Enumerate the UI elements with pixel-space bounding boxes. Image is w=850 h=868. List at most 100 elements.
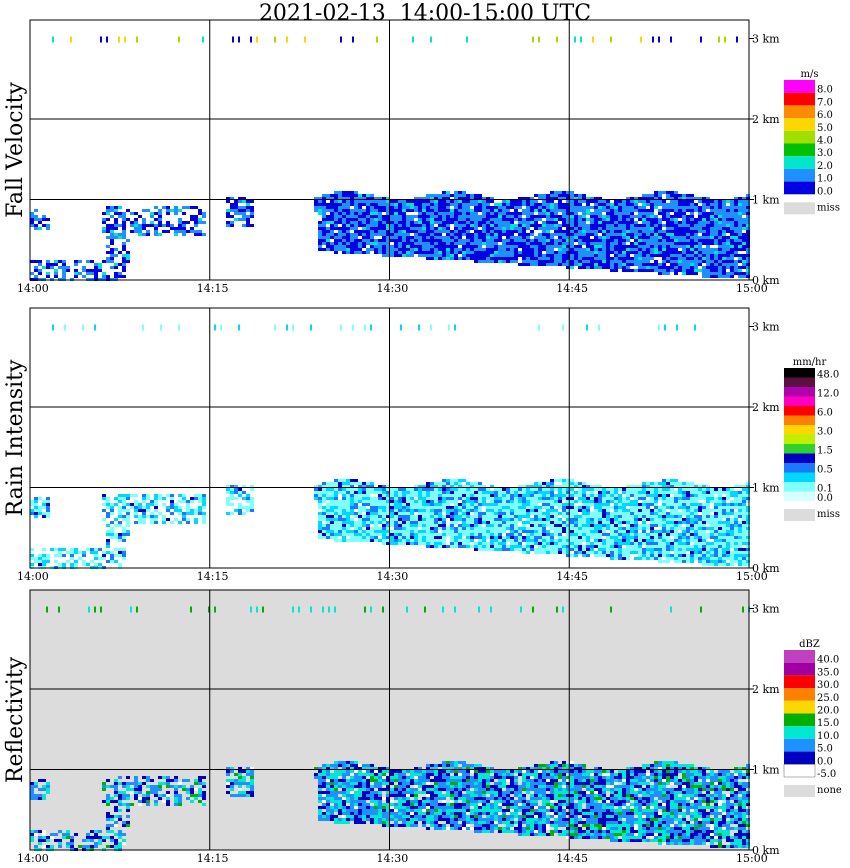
echo-cell <box>314 206 318 209</box>
echo-cell <box>686 269 690 272</box>
echo-cell <box>158 218 162 221</box>
echo-cell <box>614 527 618 530</box>
echo-cell <box>694 203 698 206</box>
echo-cell <box>162 497 166 500</box>
echo-cell <box>606 260 610 263</box>
echo-cell <box>462 230 466 233</box>
echo-cell <box>474 218 478 221</box>
echo-cell <box>390 254 394 257</box>
echo-cell <box>342 206 346 209</box>
echo-cell <box>614 554 618 557</box>
echo-cell <box>142 515 146 518</box>
echo-cell <box>366 512 370 515</box>
echo-cell <box>566 257 570 260</box>
echo-cell <box>630 503 634 506</box>
echo-cell <box>450 200 454 203</box>
echo-cell <box>342 236 346 239</box>
echo-cell <box>594 215 598 218</box>
echo-cell <box>470 197 474 200</box>
echo-cell <box>558 227 562 230</box>
echo-cell <box>562 254 566 257</box>
echo-cell <box>566 206 570 209</box>
echo-cell <box>554 518 558 521</box>
echo-cell <box>554 524 558 527</box>
echo-cell <box>622 215 626 218</box>
echo-cell <box>738 272 742 275</box>
echo-cell <box>394 221 398 224</box>
echo-cell <box>514 494 518 497</box>
echo-cell <box>522 254 526 257</box>
echo-cell <box>546 227 550 230</box>
echo-cell <box>478 215 482 218</box>
echo-cell <box>382 527 386 530</box>
echo-cell <box>110 536 114 539</box>
echo-cell <box>586 233 590 236</box>
echo-cell <box>730 200 734 203</box>
echo-cell <box>194 497 198 500</box>
echo-cell <box>614 233 618 236</box>
echo-cell <box>118 563 122 566</box>
echo-cell <box>602 206 606 209</box>
echo-cell <box>486 206 490 209</box>
echo-cell <box>454 191 458 194</box>
echo-cell <box>478 239 482 242</box>
echo-cell <box>554 530 558 533</box>
noise-mark <box>700 36 702 43</box>
echo-cell <box>646 269 650 272</box>
echo-cell <box>646 209 650 212</box>
echo-cell <box>538 524 542 527</box>
echo-cell <box>594 206 598 209</box>
echo-cell <box>526 212 530 215</box>
echo-cell <box>250 212 254 215</box>
echo-cell <box>702 260 706 263</box>
echo-cell <box>558 500 562 503</box>
echo-cell <box>342 479 346 482</box>
echo-cell <box>398 251 402 254</box>
echo-cell <box>558 551 562 554</box>
echo-cell <box>462 533 466 536</box>
echo-cell <box>102 275 106 278</box>
echo-cell <box>114 533 118 536</box>
echo-cell <box>406 530 410 533</box>
echo-cell <box>506 548 510 551</box>
echo-cell <box>454 206 458 209</box>
echo-cell <box>402 524 406 527</box>
echo-cell <box>406 509 410 512</box>
echo-cell <box>338 500 342 503</box>
echo-cell <box>698 206 702 209</box>
echo-cell <box>558 488 562 491</box>
echo-cell <box>658 506 662 509</box>
echo-cell <box>570 191 574 194</box>
echo-cell <box>642 248 646 251</box>
echo-cell <box>646 494 650 497</box>
echo-cell <box>422 197 426 200</box>
echo-cell <box>494 233 498 236</box>
echo-cell <box>450 512 454 515</box>
echo-cell <box>474 257 478 260</box>
echo-cell <box>602 227 606 230</box>
echo-cell <box>686 215 690 218</box>
echo-cell <box>622 488 626 491</box>
echo-cell <box>494 260 498 263</box>
echo-cell <box>366 482 370 485</box>
echo-cell <box>418 245 422 248</box>
echo-cell <box>390 230 394 233</box>
echo-cell <box>694 260 698 263</box>
echo-cell <box>110 512 114 515</box>
echo-cell <box>698 224 702 227</box>
echo-cell <box>318 212 322 215</box>
echo-cell <box>698 260 702 263</box>
echo-cell <box>494 230 498 233</box>
echo-cell <box>522 485 526 488</box>
echo-cell <box>38 497 42 500</box>
echo-cell <box>602 218 606 221</box>
echo-cell <box>450 536 454 539</box>
echo-cell <box>510 515 514 518</box>
echo-cell <box>602 512 606 515</box>
echo-cell <box>558 479 562 482</box>
echo-cell <box>698 257 702 260</box>
echo-cell <box>126 509 130 512</box>
echo-cell <box>154 224 158 227</box>
echo-cell <box>666 524 670 527</box>
echo-cell <box>474 497 478 500</box>
